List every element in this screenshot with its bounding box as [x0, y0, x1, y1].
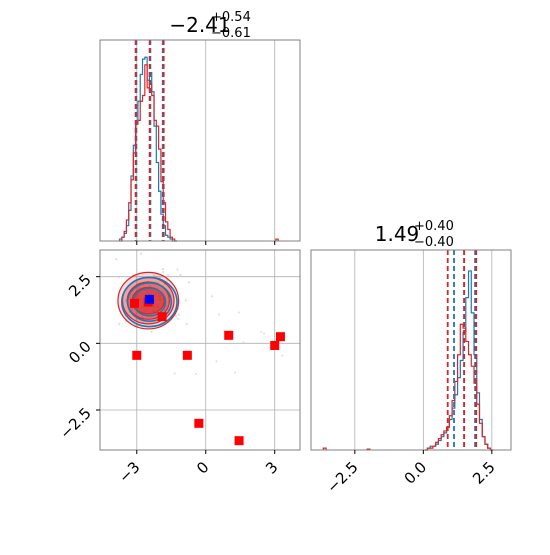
joint-sample-point	[139, 252, 143, 255]
joint-red-marker	[234, 436, 244, 446]
joint-sample-point	[166, 274, 170, 277]
param-1-hist-frame	[99, 39, 301, 242]
joint-sample-point	[163, 308, 167, 312]
joint-contour-1-level-1	[126, 281, 173, 322]
joint-sample-point	[281, 354, 284, 357]
joint-sample-point	[263, 332, 266, 335]
joint-sample-point	[185, 322, 188, 326]
joint-sample-point	[115, 258, 118, 261]
joint-sample-point	[158, 275, 161, 278]
joint-xtick-label: 0	[193, 458, 212, 477]
joint-background	[100, 250, 300, 450]
joint-sample-point	[177, 313, 180, 316]
joint-ytick-label: −2.5	[56, 404, 94, 442]
param-2-hist-background	[311, 250, 511, 450]
joint-sample-point	[162, 270, 165, 274]
joint-sample-point	[176, 317, 179, 320]
joint-xtick-label: −3	[115, 458, 143, 486]
joint-sample-point	[137, 286, 141, 289]
title-param-2-plus: +0.40	[414, 219, 454, 234]
joint-red-marker	[132, 350, 142, 360]
title-param-1: −2.41	[169, 13, 230, 37]
joint-sample-point	[149, 284, 152, 287]
joint-scatter-panel: −3 0 3 2.5 0.0 −2.5	[56, 249, 301, 486]
joint-contour-1-level-0	[121, 276, 178, 328]
joint-ytick-label: 2.5	[65, 271, 95, 301]
joint-ytick-label: 0.0	[65, 337, 95, 367]
joint-sample-point	[173, 372, 176, 375]
joint-sample-point	[233, 371, 237, 374]
joint-sample-point	[242, 341, 245, 344]
title-param-2-minus: −0.40	[414, 235, 454, 250]
param-1-hist-outlier-bin-0	[275, 238, 279, 241]
joint-sample-point	[131, 307, 134, 311]
joint-sample-point	[118, 275, 121, 279]
joint-blue-marker	[144, 294, 154, 304]
joint-sample-point	[152, 274, 156, 277]
joint-xtick-label: 3	[262, 458, 281, 477]
joint-sample-point	[129, 296, 132, 299]
joint-red-marker	[129, 298, 139, 308]
joint-red-marker	[224, 330, 234, 340]
title-param-1-plus: +0.54	[211, 10, 251, 25]
joint-sample-point	[210, 295, 214, 298]
joint-sample-point	[237, 311, 241, 314]
joint-red-marker	[194, 418, 204, 428]
joint-sample-point	[175, 315, 178, 318]
param-2-hist-outlier-bin-0	[322, 447, 327, 450]
param-2-hist-xtick-label: −2.5	[323, 458, 361, 496]
param-2-hist-xtick-label: 2.5	[469, 458, 499, 488]
joint-red-marker	[182, 350, 192, 360]
joint-sample-point	[150, 330, 153, 334]
title-param-1-value: −2.41	[169, 13, 230, 37]
joint-sample-point	[217, 313, 220, 316]
joint-sample-point	[184, 299, 188, 302]
joint-sample-point	[194, 372, 198, 375]
joint-sample-point	[161, 267, 165, 271]
joint-sample-point	[176, 268, 179, 271]
joint-red-marker	[275, 332, 285, 342]
title-param-2-value: 1.49	[375, 222, 420, 246]
title-param-1-minus: −0.61	[211, 26, 251, 41]
joint-red-marker	[270, 340, 280, 350]
marginal-histogram-param-1	[99, 39, 301, 245]
joint-sample-point	[179, 273, 182, 277]
param-2-hist-series-1-step	[424, 323, 494, 451]
param-1-hist-series-1-step	[119, 64, 178, 242]
joint-sample-point	[215, 360, 218, 363]
param-2-hist-series-0-step	[424, 270, 494, 451]
joint-sample-point	[118, 323, 121, 326]
marginal-histogram-param-2: −2.5 0.0 2.5	[310, 249, 512, 497]
param-1-hist-background	[100, 40, 300, 241]
joint-red-marker	[157, 312, 167, 322]
joint-sample-point	[187, 281, 191, 284]
joint-sample-point	[260, 330, 263, 333]
param-2-hist-xtick-label: 0.0	[401, 458, 431, 488]
param-2-hist-frame	[310, 249, 512, 451]
joint-frame	[99, 249, 301, 451]
